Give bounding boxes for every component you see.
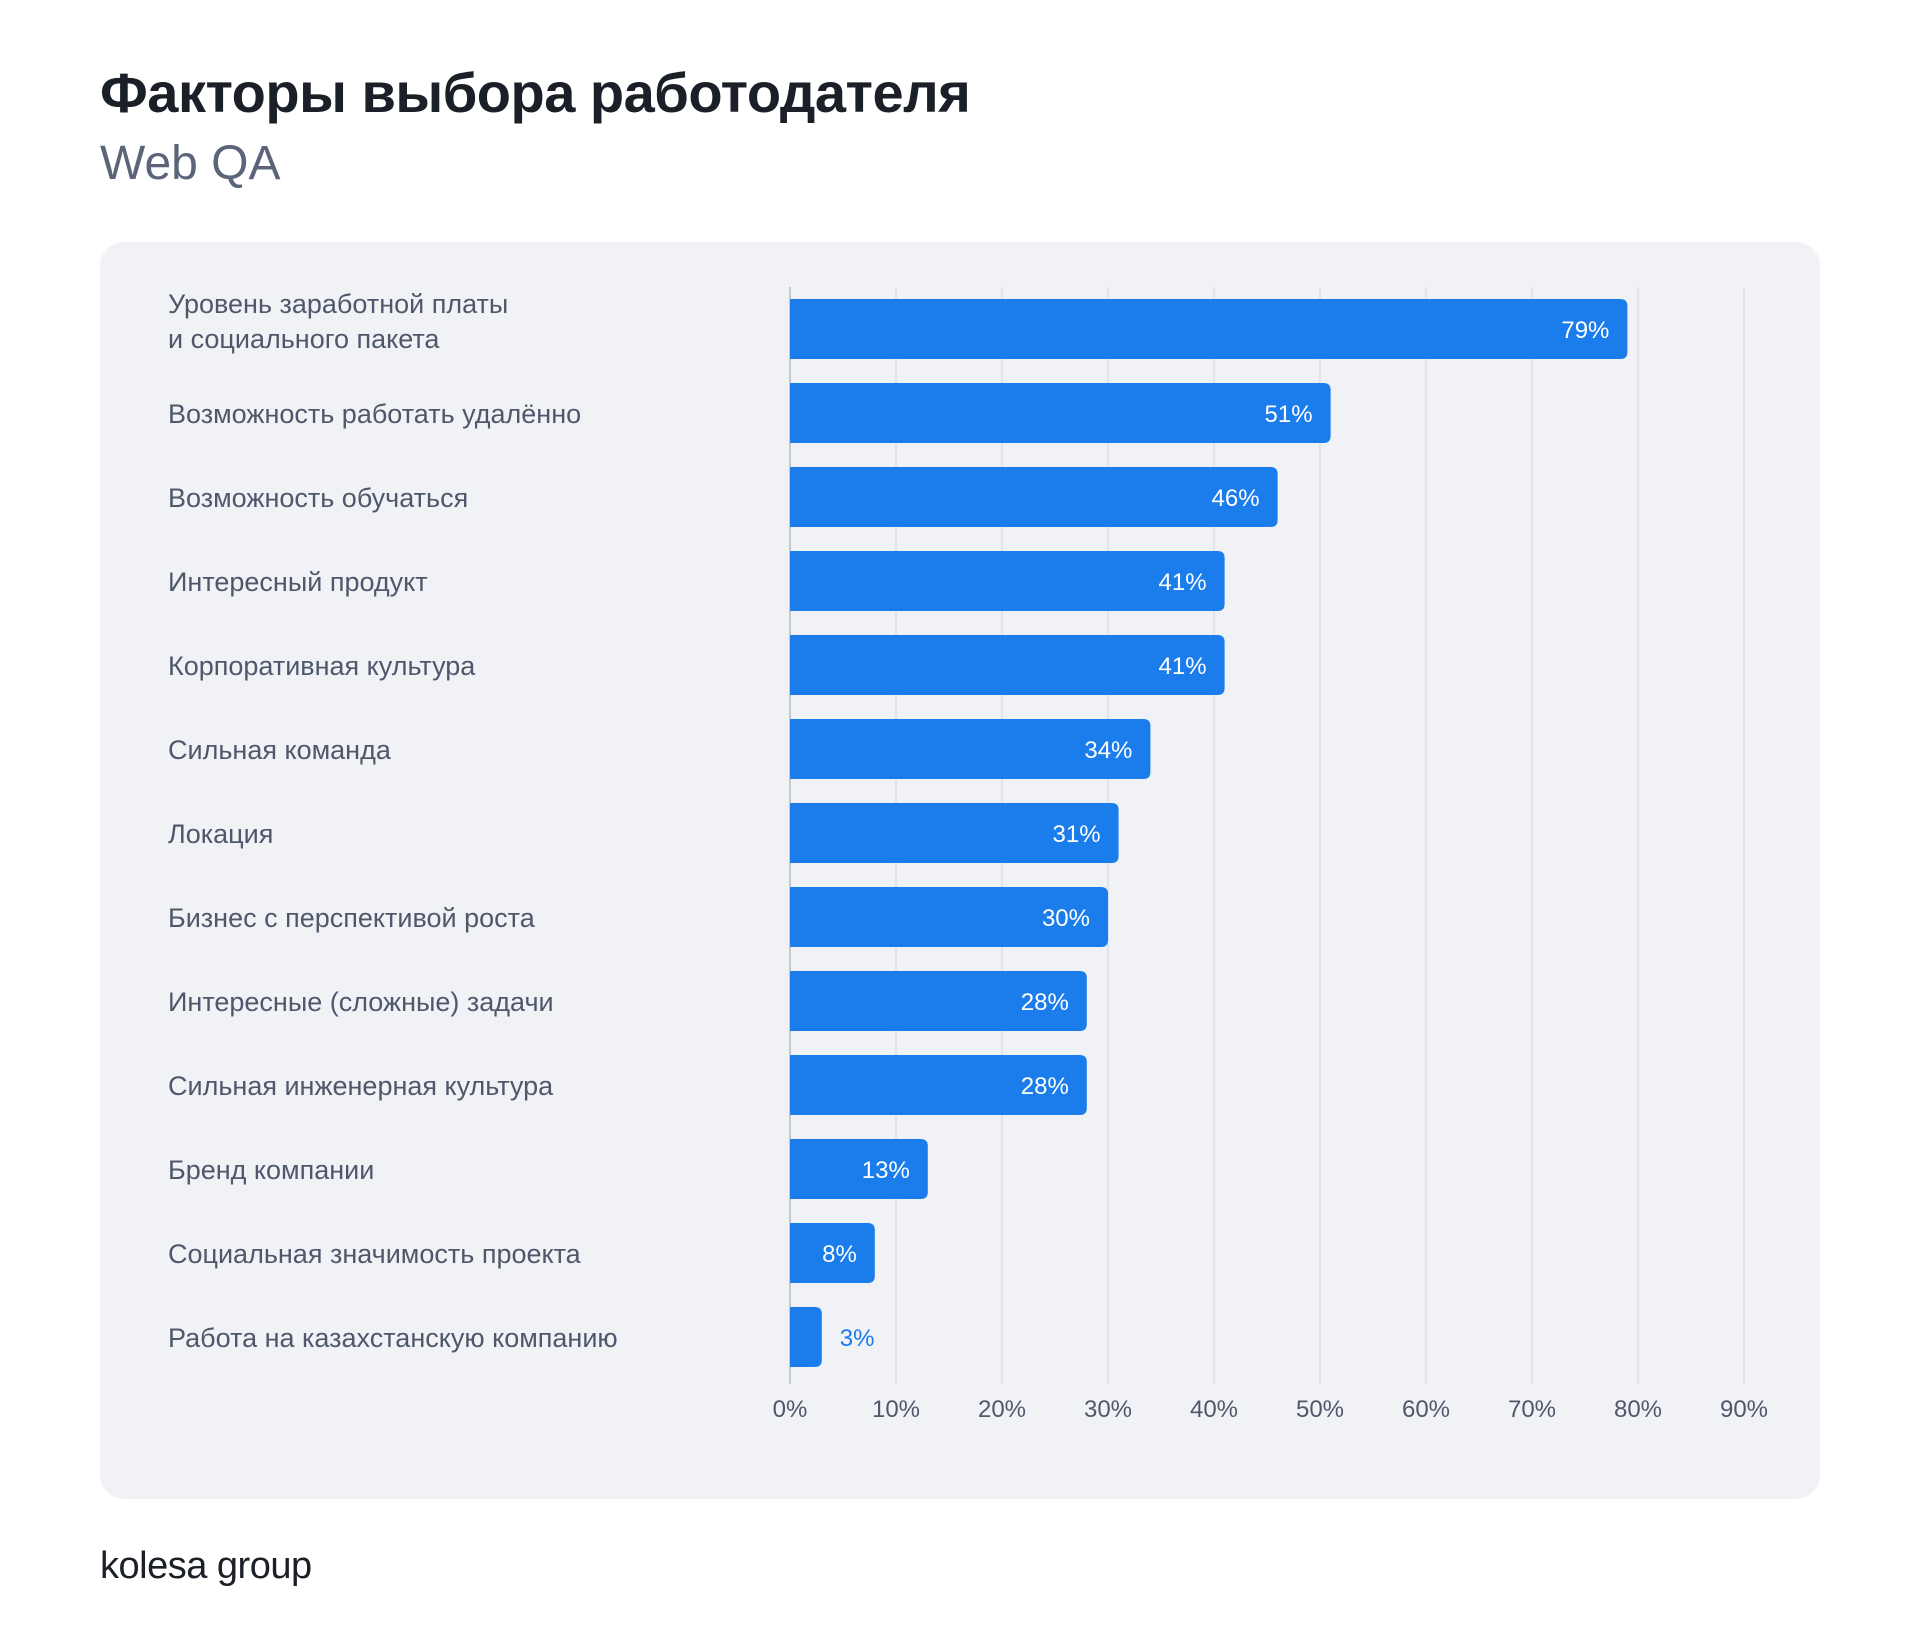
bar-value-label: 28%: [1021, 1073, 1069, 1100]
bar-value-label: 46%: [1212, 485, 1260, 512]
category-label: Бизнес с перспективой роста: [168, 903, 536, 933]
category-label: Интересный продукт: [168, 567, 428, 597]
bar: [790, 635, 1225, 695]
x-tick-label: 10%: [872, 1396, 920, 1423]
bar-value-label: 41%: [1159, 569, 1207, 596]
bar: [790, 803, 1119, 863]
category-label: Возможность работать удалённо: [168, 399, 581, 429]
bar-value-label: 13%: [862, 1157, 910, 1184]
x-tick-label: 50%: [1296, 1396, 1344, 1423]
x-tick-label: 70%: [1508, 1396, 1556, 1423]
page-title: Факторы выбора работодателя: [100, 61, 971, 124]
x-tick-label: 0%: [773, 1396, 808, 1423]
bar-value-label: 51%: [1265, 401, 1313, 428]
bar: [790, 1223, 875, 1283]
bar-value-label: 8%: [822, 1241, 857, 1268]
x-tick-label: 20%: [978, 1396, 1026, 1423]
x-tick-label: 30%: [1084, 1396, 1132, 1423]
category-label: Социальная значимость проекта: [168, 1239, 582, 1269]
category-label: Уровень заработной платы: [168, 289, 508, 319]
category-label: Локация: [168, 819, 273, 849]
category-label: Корпоративная культура: [168, 651, 476, 681]
bar: [790, 551, 1225, 611]
x-tick-label: 40%: [1190, 1396, 1238, 1423]
category-label: Бренд компании: [168, 1155, 374, 1185]
category-label: Интересные (сложные) задачи: [168, 987, 554, 1017]
category-label: Работа на казахстанскую компанию: [168, 1323, 618, 1353]
x-tick-label: 80%: [1614, 1396, 1662, 1423]
bar: [790, 299, 1628, 359]
category-label: Сильная команда: [168, 735, 392, 765]
category-label: Возможность обучаться: [168, 483, 468, 513]
bar: [790, 383, 1331, 443]
bar-value-label: 79%: [1561, 317, 1609, 344]
bar-value-label: 31%: [1053, 821, 1101, 848]
bar: [790, 887, 1108, 947]
bar: [790, 1307, 822, 1367]
bar-value-label: 34%: [1084, 737, 1132, 764]
bar: [790, 1055, 1087, 1115]
page-subtitle: Web QA: [100, 137, 281, 190]
bar: [790, 1139, 928, 1199]
bar: [790, 467, 1278, 527]
bar-value-label: 3%: [840, 1325, 875, 1352]
bar-value-label: 28%: [1021, 989, 1069, 1016]
bar: [790, 971, 1087, 1031]
chart-panel: [100, 242, 1820, 1499]
bar-value-label: 30%: [1042, 905, 1090, 932]
bar-value-label: 41%: [1159, 653, 1207, 680]
bar: [790, 719, 1151, 779]
x-tick-label: 60%: [1402, 1396, 1450, 1423]
kolesa-group-logo: kolesa group: [100, 1545, 312, 1587]
category-label: и социального пакета: [168, 324, 440, 354]
category-label: Сильная инженерная культура: [168, 1071, 554, 1101]
x-tick-label: 90%: [1720, 1396, 1768, 1423]
